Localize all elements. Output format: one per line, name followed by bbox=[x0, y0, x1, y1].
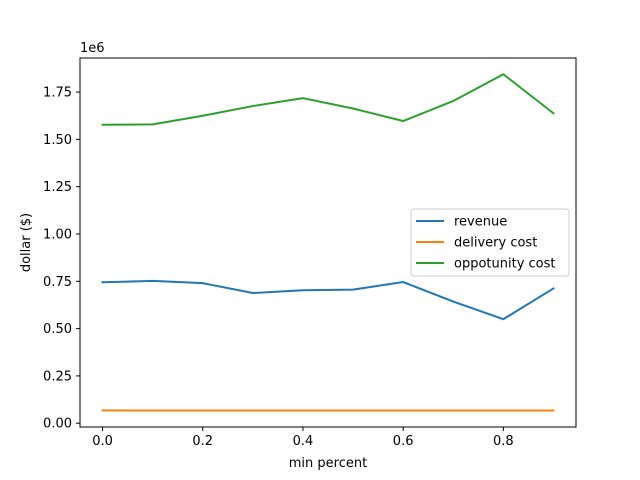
y-tick-label: 1.75 bbox=[43, 86, 72, 101]
x-tick-label: 0.2 bbox=[192, 434, 213, 449]
x-axis: 0.0 0.2 0.4 0.6 0.8 bbox=[92, 427, 514, 449]
y-axis-label: dollar ($) bbox=[19, 213, 34, 272]
y-tick-label: 0.75 bbox=[43, 275, 72, 290]
y-tick-label: 1.50 bbox=[43, 133, 72, 148]
plot-area bbox=[101, 73, 555, 412]
legend-entry: delivery cost bbox=[454, 236, 537, 251]
legend-entry: revenue bbox=[454, 215, 507, 230]
series-line-2 bbox=[101, 73, 555, 126]
y-tick-label: 0.50 bbox=[43, 322, 72, 337]
y-tick-label: 0.25 bbox=[43, 369, 72, 384]
series-line-0 bbox=[101, 279, 555, 321]
x-tick-label: 0.8 bbox=[493, 434, 514, 449]
legend-box bbox=[410, 208, 570, 277]
x-axis-label: min percent bbox=[289, 456, 367, 471]
x-tick-label: 0.0 bbox=[92, 434, 113, 449]
y-tick-label: 0.00 bbox=[43, 417, 72, 432]
y-tick-label: 1.25 bbox=[43, 180, 72, 195]
y-axis-multiplier: 1e6 bbox=[80, 41, 105, 56]
y-axis: 0.00 0.25 0.50 0.75 1.00 1.25 1.50 1.75 bbox=[43, 86, 80, 432]
y-tick-label: 1.00 bbox=[43, 227, 72, 242]
legend-entry: oppotunity cost bbox=[454, 257, 556, 272]
x-tick-label: 0.6 bbox=[393, 434, 414, 449]
x-tick-label: 0.4 bbox=[293, 434, 314, 449]
legend: revenue delivery cost oppotunity cost bbox=[410, 208, 570, 277]
axes-frame bbox=[79, 57, 577, 428]
